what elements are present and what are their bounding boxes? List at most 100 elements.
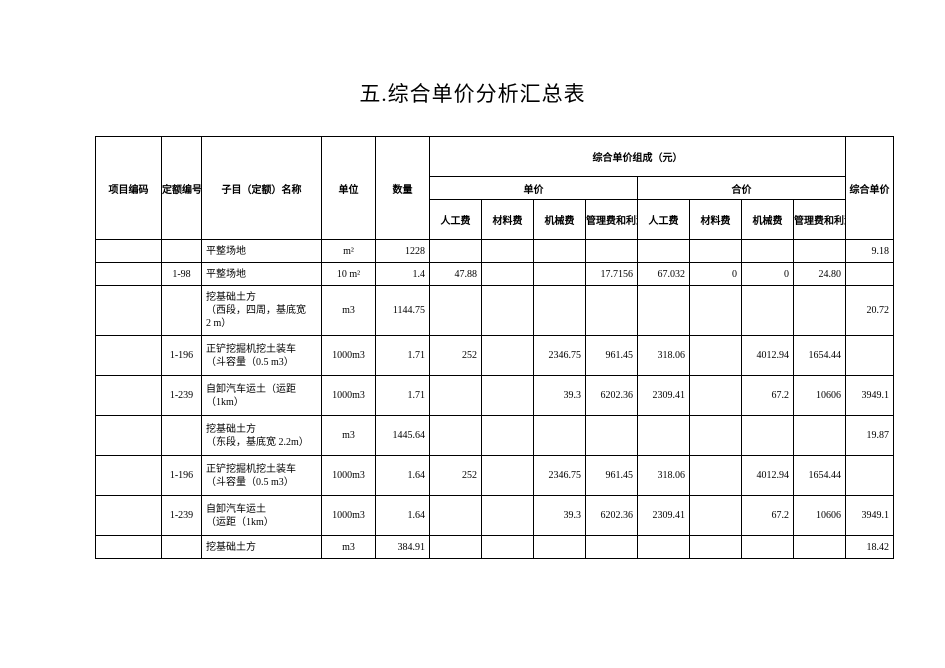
cell-proj — [96, 496, 162, 536]
cell-u-labor — [430, 286, 482, 336]
table-body: 平整场地m²12289.181-98平整场地10 m²1.447.8817.71… — [96, 240, 894, 559]
th-code: 定额编号 — [162, 137, 202, 240]
cell-code — [162, 416, 202, 456]
cell-s-material — [690, 336, 742, 376]
cell-name: 平整场地 — [202, 240, 322, 263]
cell-name: 挖基础土方（西段，四周，基底宽2 m） — [202, 286, 322, 336]
cell-total: 3949.1 — [846, 496, 894, 536]
cell-s-machine: 67.2 — [742, 496, 794, 536]
cell-s-material — [690, 240, 742, 263]
cell-u-machine — [534, 263, 586, 286]
cell-u-profit — [586, 536, 638, 559]
th-comp: 综合单价组成（元） — [430, 137, 846, 177]
cell-u-material — [482, 263, 534, 286]
cell-u-material — [482, 416, 534, 456]
cell-proj — [96, 240, 162, 263]
cell-s-machine — [742, 286, 794, 336]
cell-qty: 1.71 — [376, 336, 430, 376]
cell-u-machine: 39.3 — [534, 376, 586, 416]
cell-u-material — [482, 376, 534, 416]
th-s-labor: 人工费 — [638, 200, 690, 240]
table-row: 挖基础土方m3384.9118.42 — [96, 536, 894, 559]
cell-s-machine: 0 — [742, 263, 794, 286]
th-s-machine: 机械费 — [742, 200, 794, 240]
th-proj: 项目编码 — [96, 137, 162, 240]
cell-proj — [96, 286, 162, 336]
cell-proj — [96, 416, 162, 456]
table-row: 1-196正铲挖掘机挖土装车（斗容量（0.5 m3）1000m31.712522… — [96, 336, 894, 376]
th-name: 子目（定额）名称 — [202, 137, 322, 240]
cell-u-material — [482, 496, 534, 536]
cell-u-material — [482, 240, 534, 263]
cell-proj — [96, 263, 162, 286]
cell-u-labor — [430, 376, 482, 416]
cell-qty: 1.64 — [376, 456, 430, 496]
cell-name: 正铲挖掘机挖土装车（斗容量（0.5 m3） — [202, 456, 322, 496]
page-title: 五.综合单价分析汇总表 — [0, 78, 945, 108]
cell-u-material — [482, 456, 534, 496]
table-row: 平整场地m²12289.18 — [96, 240, 894, 263]
cell-code: 1-98 — [162, 263, 202, 286]
cell-s-profit — [794, 416, 846, 456]
table-row: 挖基础土方（西段，四周，基底宽2 m）m31144.75 20.72 — [96, 286, 894, 336]
cell-s-material — [690, 376, 742, 416]
cell-s-labor — [638, 536, 690, 559]
cell-qty: 1.64 — [376, 496, 430, 536]
th-total: 综合单价 — [846, 137, 894, 240]
cell-s-labor — [638, 286, 690, 336]
page: 五.综合单价分析汇总表 项目编码 定额编号 子目（定额）名称 单位 数量 综合单… — [0, 0, 945, 668]
table-container: 项目编码 定额编号 子目（定额）名称 单位 数量 综合单价组成（元） 综合单价 … — [95, 136, 885, 559]
cell-total — [846, 456, 894, 496]
cell-unit: m3 — [322, 416, 376, 456]
cell-qty: 1228 — [376, 240, 430, 263]
cell-u-profit — [586, 240, 638, 263]
cell-proj — [96, 336, 162, 376]
th-sub-sum: 合价 — [638, 177, 846, 200]
cell-unit: m3 — [322, 286, 376, 336]
cell-s-machine — [742, 416, 794, 456]
cell-u-labor: 47.88 — [430, 263, 482, 286]
th-u-profit: 管理费和利润 — [586, 200, 638, 240]
th-unit: 单位 — [322, 137, 376, 240]
cell-qty: 384.91 — [376, 536, 430, 559]
cell-name: 自卸汽车运土（运距（1km） — [202, 376, 322, 416]
cell-s-profit: 10606 — [794, 496, 846, 536]
table-row: 1-98平整场地10 m²1.447.8817.715667.0320024.8… — [96, 263, 894, 286]
cell-total: 20.72 — [846, 286, 894, 336]
th-u-labor: 人工费 — [430, 200, 482, 240]
cell-name: 正铲挖掘机挖土装车（斗容量（0.5 m3） — [202, 336, 322, 376]
cell-code — [162, 536, 202, 559]
cell-s-machine — [742, 536, 794, 559]
cell-total: 9.18 — [846, 240, 894, 263]
cell-s-labor: 67.032 — [638, 263, 690, 286]
cell-s-material — [690, 456, 742, 496]
th-s-profit: 管理费和利润 — [794, 200, 846, 240]
cell-s-labor — [638, 416, 690, 456]
cell-s-material — [690, 286, 742, 336]
cell-u-machine: 2346.75 — [534, 456, 586, 496]
cell-u-machine — [534, 536, 586, 559]
cell-u-labor: 252 — [430, 336, 482, 376]
cell-unit: 1000m3 — [322, 456, 376, 496]
cell-s-machine: 4012.94 — [742, 456, 794, 496]
cell-s-profit: 24.80 — [794, 263, 846, 286]
table-row: 1-239自卸汽车运土（运距（1km）1000m31.7139.36202.36… — [96, 376, 894, 416]
cell-s-labor: 2309.41 — [638, 496, 690, 536]
cell-u-profit — [586, 286, 638, 336]
cell-u-profit: 6202.36 — [586, 496, 638, 536]
cell-unit: 1000m3 — [322, 376, 376, 416]
cell-s-profit: 1654.44 — [794, 336, 846, 376]
cell-name: 挖基础土方（东段，基底宽 2.2m） — [202, 416, 322, 456]
table-row: 挖基础土方（东段，基底宽 2.2m）m31445.6419.87 — [96, 416, 894, 456]
cell-s-material — [690, 536, 742, 559]
cell-proj — [96, 376, 162, 416]
cell-s-labor: 318.06 — [638, 336, 690, 376]
cell-unit: m3 — [322, 536, 376, 559]
cell-u-machine: 39.3 — [534, 496, 586, 536]
cell-s-profit — [794, 286, 846, 336]
cell-proj — [96, 536, 162, 559]
cell-qty: 1144.75 — [376, 286, 430, 336]
cell-u-labor — [430, 240, 482, 263]
cell-unit: 10 m² — [322, 263, 376, 286]
cell-name: 平整场地 — [202, 263, 322, 286]
